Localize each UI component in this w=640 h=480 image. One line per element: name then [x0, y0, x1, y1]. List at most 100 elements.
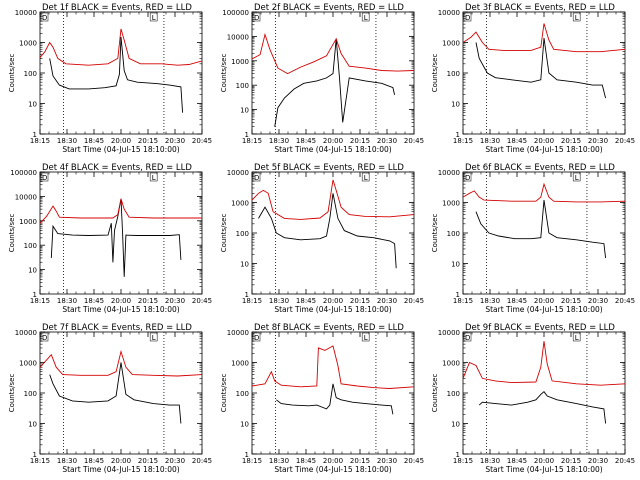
flag-box — [361, 172, 370, 182]
y-tick-label: 100 — [447, 70, 460, 78]
x-tick-label: 20:30 — [165, 297, 185, 305]
plot-frame — [251, 331, 415, 455]
series-line — [49, 362, 182, 424]
x-tick-label: 18:45 — [84, 137, 104, 145]
x-tick-label: 18:30 — [269, 457, 289, 465]
y-axis-label: Counts/sec — [8, 214, 16, 253]
x-tick-label: 20:30 — [588, 297, 608, 305]
series-line — [475, 200, 607, 259]
x-tick-label: 18:45 — [296, 137, 316, 145]
x-tick-label: 20:00 — [534, 457, 554, 465]
y-tick-label: 1000 — [231, 58, 249, 66]
x-tick-label: 18:15 — [30, 137, 50, 145]
x-axis-label: Start Time (04-Jul-15 18:10:00) — [485, 465, 602, 474]
x-tick-label: 18:15 — [242, 297, 262, 305]
x-tick-label: 20:45 — [615, 137, 635, 145]
y-tick-label: 10 — [240, 107, 249, 115]
y-tick-label: 10 — [451, 421, 460, 429]
y-tick-label: 10000 — [438, 169, 460, 177]
y-tick-label: 100 — [24, 390, 37, 398]
x-tick-label: 20:15 — [561, 137, 581, 145]
y-tick-label: 10000 — [227, 169, 249, 177]
x-tick-label: 20:30 — [165, 457, 185, 465]
y-tick-label: 10000 — [227, 33, 249, 41]
x-tick-label: 20:30 — [588, 137, 608, 145]
series-line — [274, 38, 396, 127]
flag-label: D — [465, 174, 470, 182]
x-tick-label: 18:15 — [242, 457, 262, 465]
flag-box — [572, 12, 581, 22]
x-tick-label: 20:45 — [615, 297, 635, 305]
x-tick-label: 18:15 — [453, 297, 473, 305]
x-tick-label: 20:30 — [165, 137, 185, 145]
x-tick-label: 18:30 — [269, 137, 289, 145]
x-tick-label: 18:45 — [296, 297, 316, 305]
x-axis-label: Start Time (04-Jul-15 18:10:00) — [274, 465, 391, 474]
flag-label: D — [254, 14, 259, 22]
y-axis-label: Counts/sec — [431, 214, 439, 253]
flag-label: D — [42, 14, 47, 22]
series-line — [251, 32, 415, 75]
flag-box — [40, 172, 49, 182]
x-tick-label: 20:15 — [138, 137, 158, 145]
flag-box — [149, 332, 158, 342]
flag-label: L — [364, 334, 368, 342]
x-axis-label: Start Time (04-Jul-15 18:10:00) — [485, 305, 602, 314]
y-tick-label: 10 — [28, 267, 37, 275]
x-tick-label: 18:45 — [507, 137, 527, 145]
panel-title: Det 9f BLACK = Events, RED = LLD — [465, 323, 615, 333]
panel-title: Det 2f BLACK = Events, RED = LLD — [254, 3, 404, 13]
y-tick-label: 1000 — [442, 360, 460, 368]
series-line — [258, 193, 397, 269]
flag-label: L — [152, 334, 156, 342]
x-tick-label: 20:30 — [377, 297, 397, 305]
y-tick-label: 10 — [28, 101, 37, 109]
y-tick-label: 10000 — [438, 329, 460, 337]
x-tick-label: 18:15 — [453, 457, 473, 465]
y-tick-label: 1 — [456, 291, 460, 299]
y-tick-label: 1 — [245, 291, 249, 299]
y-tick-label: 1000 — [231, 200, 249, 208]
x-tick-label: 20:00 — [323, 137, 343, 145]
flag-box — [149, 12, 158, 22]
x-tick-label: 18:30 — [480, 137, 500, 145]
y-axis-label: Counts/sec — [431, 54, 439, 93]
panel-title: Det 6f BLACK = Events, RED = LLD — [465, 163, 615, 173]
y-tick-label: 1 — [245, 451, 249, 459]
y-tick-label: 1000 — [19, 218, 37, 226]
flag-label: L — [364, 14, 368, 22]
y-tick-label: 1000 — [442, 40, 460, 48]
y-tick-label: 10000 — [15, 329, 37, 337]
flag-label: L — [575, 14, 579, 22]
y-tick-label: 100 — [24, 70, 37, 78]
series-line — [276, 383, 394, 415]
x-axis-label: Start Time (04-Jul-15 18:10:00) — [62, 145, 179, 154]
x-tick-label: 20:15 — [561, 297, 581, 305]
y-tick-label: 1000 — [231, 360, 249, 368]
x-tick-label: 20:45 — [404, 297, 424, 305]
flag-label: D — [42, 174, 47, 182]
plot-frame — [462, 171, 626, 295]
flag-label: L — [152, 174, 156, 182]
x-tick-label: 18:30 — [57, 137, 77, 145]
y-tick-label: 100000 — [222, 9, 249, 17]
y-tick-label: 1 — [456, 451, 460, 459]
x-tick-label: 18:30 — [57, 457, 77, 465]
y-tick-label: 100000 — [10, 169, 37, 177]
y-tick-label: 1 — [456, 131, 460, 139]
y-tick-label: 10000 — [15, 193, 37, 201]
flag-label: L — [364, 174, 368, 182]
plot-frame — [39, 171, 203, 295]
series-line — [462, 341, 626, 386]
x-tick-label: 20:45 — [404, 457, 424, 465]
x-tick-label: 20:15 — [350, 137, 370, 145]
y-tick-label: 1 — [33, 131, 37, 139]
x-tick-label: 20:00 — [111, 297, 131, 305]
series-line — [49, 37, 184, 113]
y-axis-label: Counts/sec — [220, 214, 228, 253]
y-axis-label: Counts/sec — [8, 54, 16, 93]
x-tick-label: 20:45 — [404, 137, 424, 145]
